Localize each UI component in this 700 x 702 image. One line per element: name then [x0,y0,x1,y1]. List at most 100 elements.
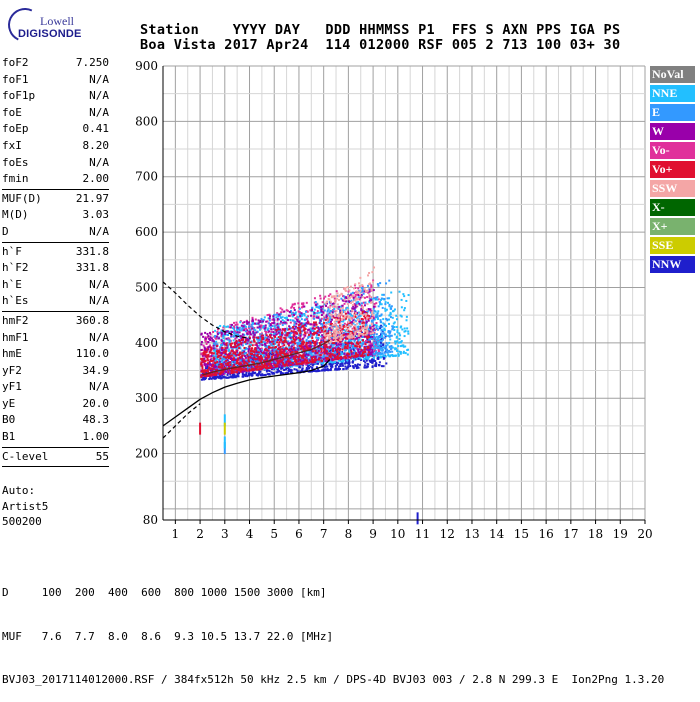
data-point-vo [282,359,284,361]
data-point-w [269,317,271,319]
data-point-w [310,315,312,317]
data-point-nnw [373,360,375,362]
data-point-vo [201,352,203,354]
data-point-vo [210,348,212,350]
data-point-nnw [352,366,354,368]
data-point-nne [398,351,400,353]
data-point-vo [232,346,234,348]
data-point-w [246,333,248,335]
data-point-vo [213,357,215,359]
data-point-vo [320,348,322,350]
data-point-w [231,331,233,333]
data-point-nne [378,326,380,328]
data-point-nne [402,293,404,295]
data-point-vo [284,337,286,339]
data-point-e [379,282,381,284]
data-point-w [348,342,350,344]
data-point-nnw [214,377,216,379]
data-point-vo [235,340,237,342]
data-point-e [381,297,383,299]
data-point-e [305,311,307,313]
data-point-vo [316,327,318,329]
data-point-vo [314,328,316,330]
data-point-vo [212,331,214,333]
data-point-w [325,305,327,307]
data-point-w [262,320,264,322]
data-point-nne [317,337,319,339]
data-point-nnw [383,365,385,367]
data-point-w [342,305,344,307]
data-point-e [381,352,383,354]
data-point-e [248,326,250,328]
data-point-w [291,364,293,366]
data-point-e [383,332,385,334]
data-point-vo [323,298,325,300]
data-point-vo [357,287,359,289]
data-point-w [201,343,203,345]
data-point-w [219,361,221,363]
data-point-vo [316,324,318,326]
data-point-nnw [233,374,235,376]
data-point-nnw [349,362,351,364]
data-point-nnw [268,374,270,376]
data-point-vo [357,343,359,345]
data-point-vo [246,354,248,356]
data-point-w [371,351,373,353]
data-point-vo [260,355,262,357]
data-point-nne [315,337,317,339]
data-point-nnw [277,370,279,372]
data-point-w [299,335,301,337]
data-point-w [317,317,319,319]
data-point-w [340,343,342,345]
data-point-vo [282,328,284,330]
data-point-nnw [265,374,267,376]
data-point-nnw [338,366,340,368]
data-point-w [223,342,225,344]
data-point-nne [333,308,335,310]
data-point-e [374,338,376,340]
data-point-nne [397,355,399,357]
data-point-e [282,324,284,326]
data-point-vo [293,307,295,309]
data-point-nne [363,358,365,360]
data-point-e [384,303,386,305]
data-point-vo [258,351,260,353]
data-point-nnw [375,365,377,367]
data-point-nnw [359,364,361,366]
data-point-nne [396,341,398,343]
data-point-e [374,299,376,301]
data-point-vo [306,332,308,334]
data-point-e [374,310,376,312]
data-point-vo [207,358,209,360]
data-point-vo [206,351,208,353]
data-point-nne [214,330,216,332]
data-point-nnw [356,365,358,367]
data-point-nnw [325,366,327,368]
data-point-nne [387,302,389,304]
data-point-nne [405,352,407,354]
data-point-w [259,321,261,323]
data-point-w [319,322,321,324]
data-point-w [345,297,347,299]
data-point-e [356,301,358,303]
data-point-nne [388,342,390,344]
data-point-nne [331,361,333,363]
data-point-vo [254,336,256,338]
data-point-e [311,307,313,309]
data-point-w [247,350,249,352]
data-point-vo [238,347,240,349]
data-point-nne [318,312,320,314]
data-point-e [352,346,354,348]
data-point-vo [289,349,291,351]
data-point-e [292,343,294,345]
data-point-nne [228,350,230,352]
data-point-e [387,297,389,299]
data-point-e [256,361,258,363]
data-point-nnw [367,363,369,365]
data-point-e [213,343,215,345]
data-point-w [247,340,249,342]
data-point-vo [281,348,283,350]
data-point-w [273,319,275,321]
data-point-nne [393,329,395,331]
data-point-w [371,349,373,351]
